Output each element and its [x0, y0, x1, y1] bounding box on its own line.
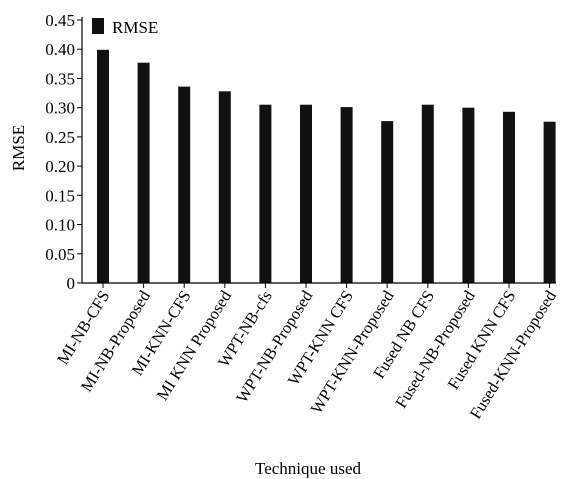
legend-label: RMSE [112, 18, 158, 37]
y-tick-label: 0.35 [45, 69, 75, 88]
y-axis-ticks: 0 0.05 0.10 0.15 0.20 0.25 0.30 0.35 0.40 0.45 [45, 11, 82, 293]
bar [462, 107, 475, 283]
bar [381, 121, 394, 283]
bar [300, 104, 312, 283]
y-tick-label: 0.10 [45, 216, 75, 235]
y-tick-label: 0.30 [45, 99, 75, 118]
bar [178, 86, 191, 283]
bars [97, 49, 556, 284]
bar [137, 62, 150, 284]
y-tick-label: 0.40 [45, 40, 75, 59]
bar [503, 111, 515, 283]
bar [218, 91, 231, 283]
legend: RMSE [92, 18, 158, 37]
bar [97, 49, 109, 283]
y-tick-label: 0.20 [45, 157, 75, 176]
bar [421, 104, 434, 283]
y-tick-label: 0.25 [45, 128, 75, 147]
y-axis-title: RMSE [9, 125, 28, 171]
x-axis [82, 282, 556, 288]
y-tick-label: 0.45 [45, 11, 75, 30]
bar [543, 121, 556, 283]
y-tick-label: 0.15 [45, 186, 75, 205]
legend-swatch [92, 18, 104, 34]
bar [259, 104, 272, 283]
x-axis-title: Technique used [255, 459, 361, 478]
y-tick-label: 0 [67, 274, 76, 293]
bar [340, 107, 353, 283]
y-tick-label: 0.05 [45, 245, 75, 264]
